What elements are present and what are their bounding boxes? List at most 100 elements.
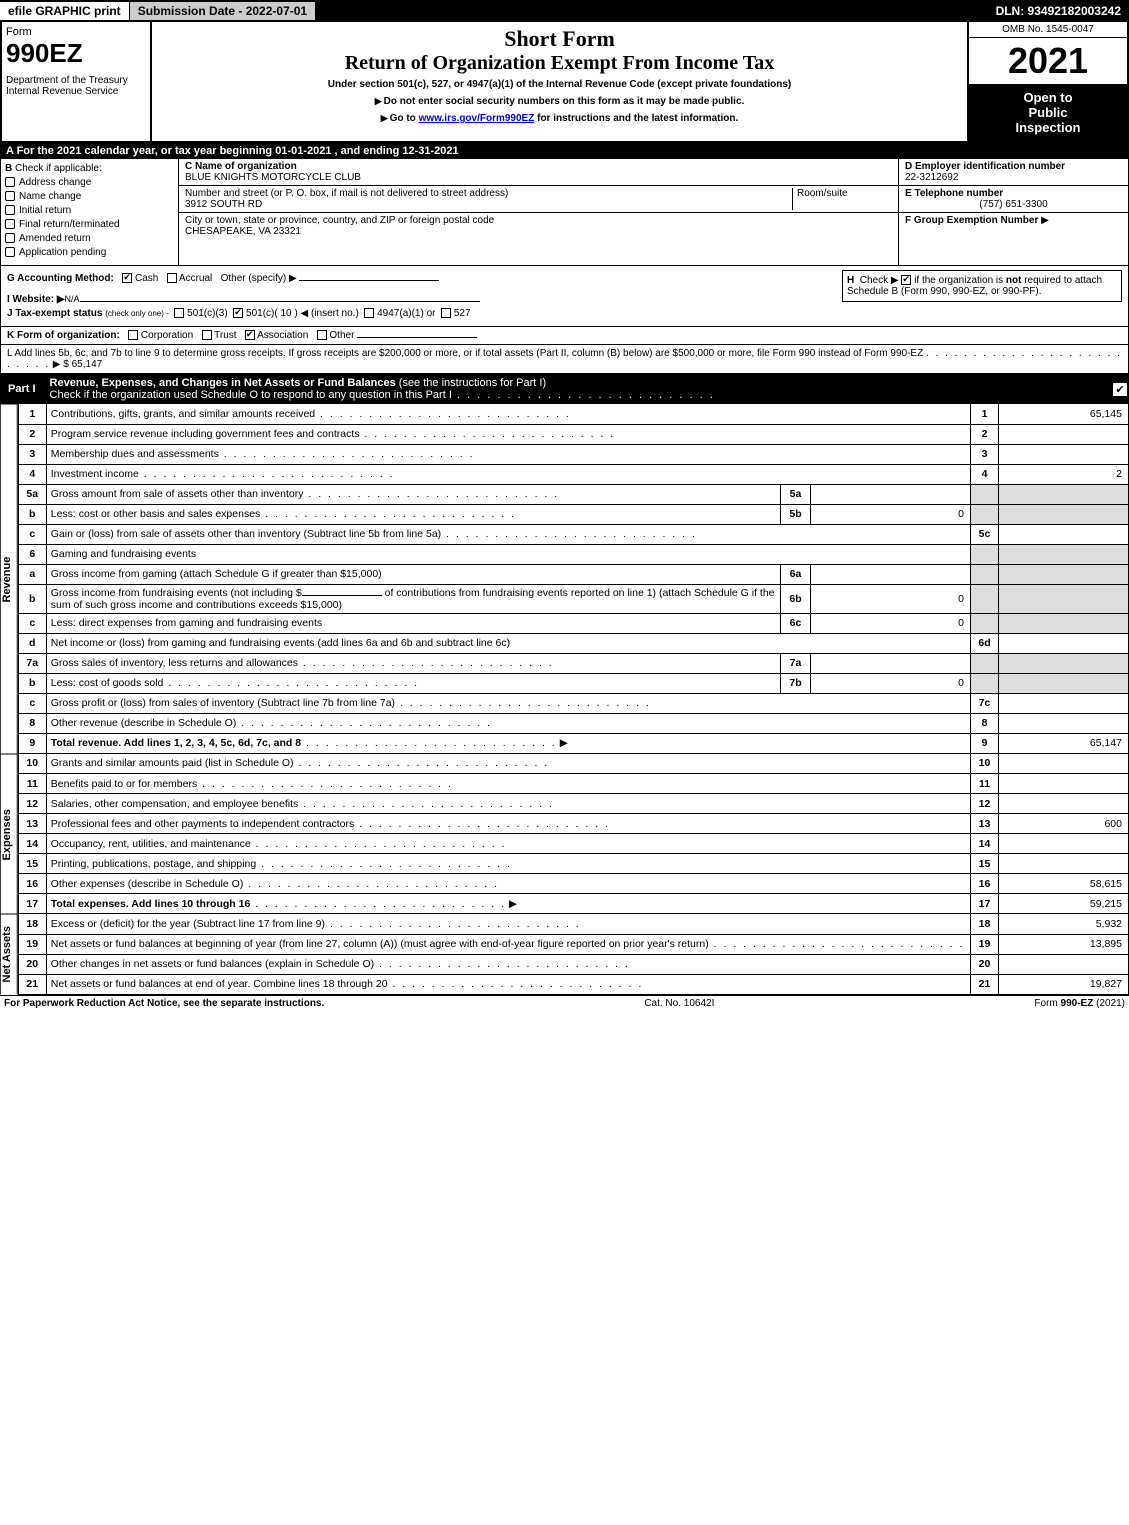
revenue-label: Revenue [0,404,18,754]
opt-application-pending: Application pending [19,247,106,258]
chk-cash[interactable] [122,273,132,283]
b-label: B [5,163,12,174]
row-ghij: H Check ▶ if the organization is not req… [0,266,1129,327]
opt-amended-return: Amended return [19,233,91,244]
grp-arrow: ▶ [1041,215,1049,226]
tax-year: 2021 [969,38,1127,84]
opt-address-change: Address change [19,177,91,188]
h-box: H Check ▶ if the organization is not req… [842,270,1122,302]
revenue-table: 1Contributions, gifts, grants, and simil… [18,404,1129,754]
chk-address-change[interactable] [5,177,15,187]
row-3: 3Membership dues and assessments3 [18,444,1128,464]
header-center: Short Form Return of Organization Exempt… [152,22,967,141]
chk-501c[interactable] [233,308,243,318]
chk-accrual[interactable] [167,273,177,283]
chk-4947[interactable] [364,308,374,318]
insp-line3: Inspection [973,120,1123,135]
row-18: 18Excess or (deficit) for the year (Subt… [18,914,1128,934]
chk-trust[interactable] [202,330,212,340]
e-tel-label: E Telephone number [905,188,1003,199]
chk-final-return[interactable] [5,219,15,229]
d-ein-label: D Employer identification number [905,161,1065,172]
row-k: K Form of organization: Corporation Trus… [0,327,1129,345]
form-header: Form 990EZ Department of the Treasury In… [0,22,1129,143]
b-check-label: Check if applicable: [15,163,102,174]
row-16: 16Other expenses (describe in Schedule O… [18,874,1128,894]
row-l: L Add lines 5b, 6c, and 7b to line 9 to … [0,345,1129,374]
row-8: 8Other revenue (describe in Schedule O)8 [18,713,1128,733]
g-other: Other (specify) ▶ [221,273,297,284]
row-6b: bGross income from fundraising events (n… [18,584,1128,613]
ein-value: 22-3212692 [905,172,958,183]
org-city: CHESAPEAKE, VA 23321 [185,226,301,237]
ssn-notice: Do not enter social security numbers on … [160,96,959,107]
row-5b: bLess: cost or other basis and sales exp… [18,504,1128,524]
k-other-line [357,337,477,338]
j-501c: 501(c)( 10 ) ◀ (insert no.) [246,308,359,319]
chk-application-pending[interactable] [5,247,15,257]
part1-check-line: Check if the organization used Schedule … [50,389,452,401]
page-footer: For Paperwork Reduction Act Notice, see … [0,995,1129,1011]
short-form-title: Short Form [160,26,959,52]
insp-line1: Open to [973,90,1123,105]
chk-amended-return[interactable] [5,233,15,243]
c-addr-label: Number and street (or P. O. box, if mail… [185,188,508,199]
header-right: OMB No. 1545-0047 2021 Open to Public In… [967,22,1127,141]
submission-date: Submission Date - 2022-07-01 [129,1,316,21]
part1-check[interactable]: ✔ [1113,383,1127,396]
omb-number: OMB No. 1545-0047 [969,22,1127,38]
row-a-period: A For the 2021 calendar year, or tax yea… [0,143,1129,159]
chk-527[interactable] [441,308,451,318]
h-label: H [847,275,854,286]
col-b: B Check if applicable: Address change Na… [1,159,179,265]
expenses-label: Expenses [0,754,18,915]
tel-value: (757) 651-3300 [905,199,1122,210]
g-cash: Cash [135,273,158,284]
row-5a: 5aGross amount from sale of assets other… [18,484,1128,504]
chk-corp[interactable] [128,330,138,340]
k-label: K Form of organization: [7,330,120,341]
dln-label: DLN: 93492182003242 [988,2,1129,20]
form-number: 990EZ [6,38,146,69]
k-assoc: Association [257,330,308,341]
opt-final-return: Final return/terminated [19,219,120,230]
main-title: Return of Organization Exempt From Incom… [160,52,959,75]
l-text: L Add lines 5b, 6c, and 7b to line 9 to … [7,348,923,359]
org-name: BLUE KNIGHTS MOTORCYCLE CLUB [185,172,361,183]
f-group-label: F Group Exemption Number [905,215,1038,226]
row-21: 21Net assets or fund balances at end of … [18,974,1128,994]
footer-formref: Form 990-EZ (2021) [1034,998,1125,1009]
c-city-label: City or town, state or province, country… [185,215,494,226]
row-5c: cGain or (loss) from sale of assets othe… [18,524,1128,544]
section-bcd: B Check if applicable: Address change Na… [0,159,1129,266]
ssn-text: Do not enter social security numbers on … [384,96,745,107]
chk-assoc[interactable] [245,330,255,340]
row-6d: dNet income or (loss) from gaming and fu… [18,633,1128,653]
part1-title: Revenue, Expenses, and Changes in Net As… [44,374,1113,404]
expenses-table: 10Grants and similar amounts paid (list … [18,754,1129,915]
row-9: 9Total revenue. Add lines 1, 2, 3, 4, 5c… [18,733,1128,753]
netassets-table: 18Excess or (deficit) for the year (Subt… [18,914,1129,995]
g-accrual: Accrual [179,273,212,284]
footer-catno: Cat. No. 10642I [324,998,1034,1009]
row-1: 1Contributions, gifts, grants, and simil… [18,404,1128,424]
h-text1: Check ▶ [860,275,899,286]
row-6a: aGross income from gaming (attach Schedu… [18,564,1128,584]
chk-name-change[interactable] [5,191,15,201]
row-13: 13Professional fees and other payments t… [18,814,1128,834]
row-2: 2Program service revenue including gover… [18,424,1128,444]
chk-501c3[interactable] [174,308,184,318]
chk-initial-return[interactable] [5,205,15,215]
chk-h[interactable] [901,275,911,285]
part1-sub: (see the instructions for Part I) [396,377,546,389]
irs-link[interactable]: www.irs.gov/Form990EZ [419,113,535,124]
website-line [80,301,480,302]
row-4: 4Investment income42 [18,464,1128,484]
part1-title-text: Revenue, Expenses, and Changes in Net As… [50,377,396,389]
row-7a: 7aGross sales of inventory, less returns… [18,653,1128,673]
row-19: 19Net assets or fund balances at beginni… [18,934,1128,954]
opt-name-change: Name change [19,191,81,202]
row-10: 10Grants and similar amounts paid (list … [18,754,1128,774]
chk-other[interactable] [317,330,327,340]
g-other-input[interactable] [299,280,439,281]
